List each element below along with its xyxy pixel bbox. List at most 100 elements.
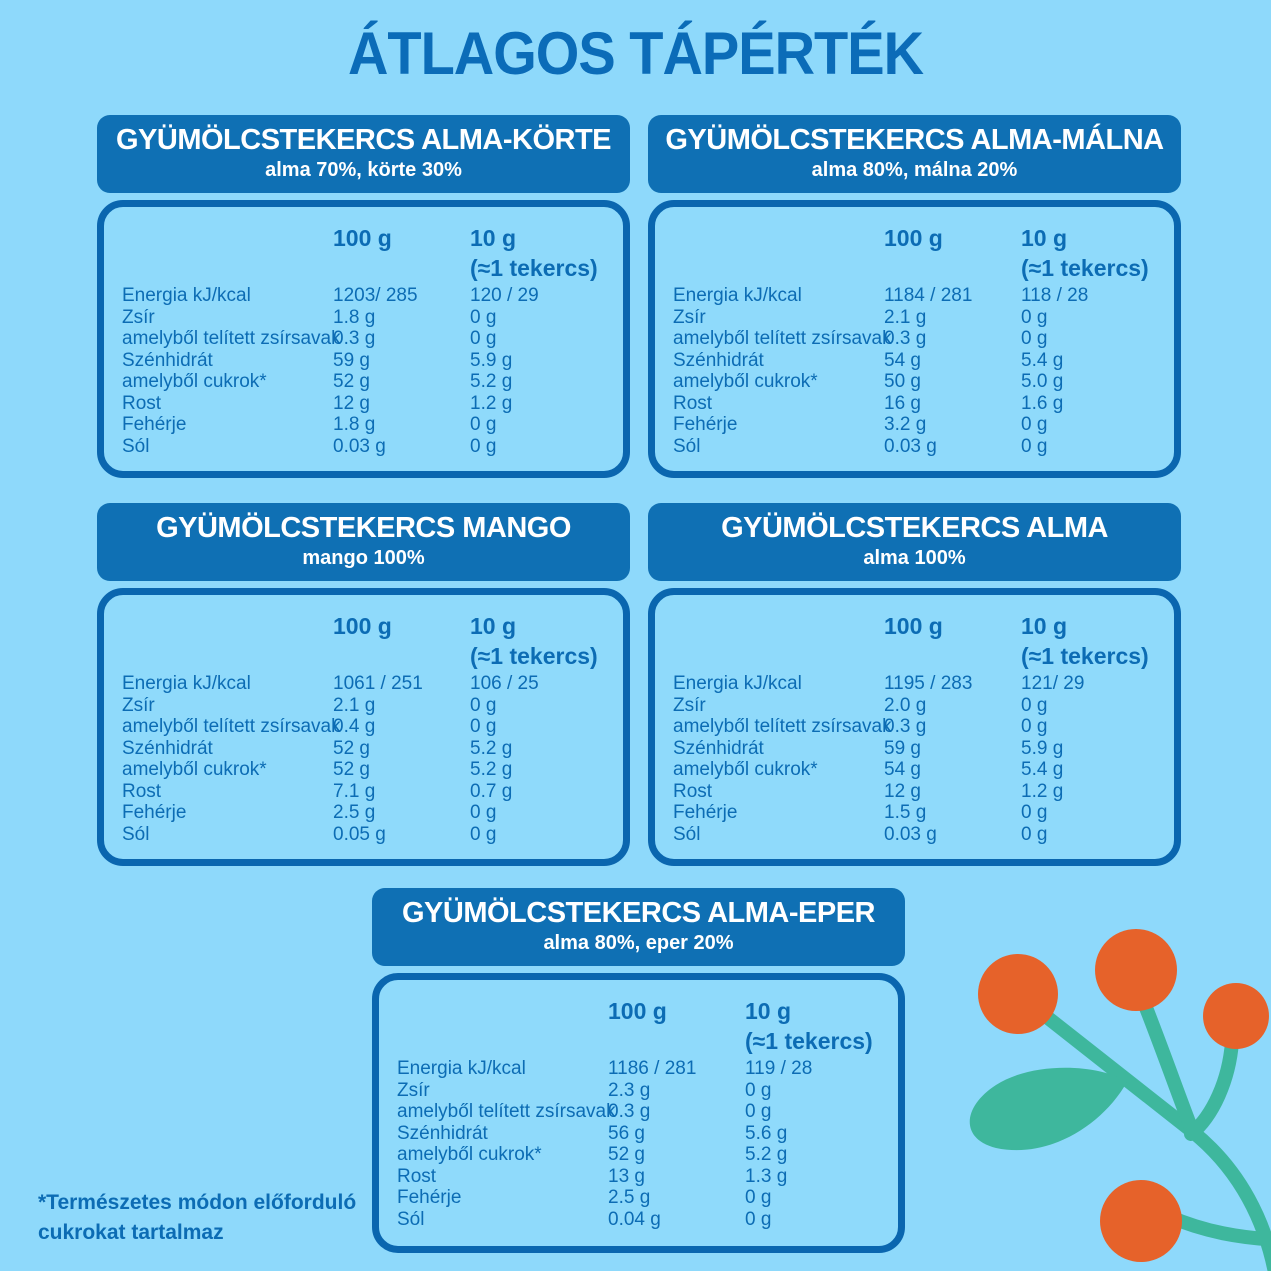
value-per-100g: 54 g [884, 759, 921, 780]
value-per-10g: 5.4 g [1021, 349, 1064, 371]
nutrient-label: Fehérje [122, 802, 187, 823]
value-per-10g: 0 g [470, 328, 497, 349]
value-per-10g: 106 / 25 [470, 673, 539, 694]
col-10g: 10 g (≈1 tekercs) [745, 998, 873, 1054]
product-name: GYÜMÖLCSTEKERCS ALMA-MÁLNA [665, 124, 1164, 156]
nutrition-row: Zsír 2.3 g 0 g [379, 1080, 898, 1102]
value-per-100g: 1195 / 283 [884, 673, 973, 694]
col-100g: 100 g [333, 225, 392, 251]
nutrition-row: Energia kJ/kcal 1203/ 285 120 / 29 [104, 285, 623, 307]
value-per-100g: 12 g [884, 780, 921, 802]
table-column-headers: 100 g 10 g (≈1 tekercs) [655, 223, 1174, 285]
nutrient-label: Zsír [673, 694, 706, 716]
nutrition-row: amelyből cukrok* 52 g 5.2 g [379, 1144, 898, 1166]
nutrition-row: Sól 0.03 g 0 g [104, 436, 623, 458]
value-per-100g: 0.3 g [608, 1101, 651, 1122]
product-name: GYÜMÖLCSTEKERCS ALMA-EPER [402, 897, 876, 929]
nutrition-row: amelyből telített zsírsavak 0.3 g 0 g [655, 716, 1174, 738]
value-per-10g: 1.3 g [745, 1165, 788, 1187]
value-per-10g: 118 / 28 [1021, 285, 1089, 306]
nutrient-label: Sól [397, 1208, 425, 1230]
value-per-100g: 0.03 g [333, 435, 386, 457]
nutrient-label: Sól [673, 435, 701, 457]
nutrition-row: Fehérje 2.5 g 0 g [379, 1187, 898, 1209]
nutrient-label: Zsír [122, 694, 155, 716]
value-per-10g: 5.6 g [745, 1122, 788, 1144]
nutrient-label: Energia kJ/kcal [122, 673, 251, 694]
value-per-100g: 7.1 g [333, 780, 376, 802]
nutrition-row: Fehérje 2.5 g 0 g [104, 802, 623, 824]
value-per-100g: 0.04 g [608, 1208, 661, 1230]
value-per-100g: 12 g [333, 392, 370, 414]
nutrient-label: Fehérje [122, 414, 187, 435]
nutrient-label: Szénhidrát [397, 1122, 488, 1144]
nutrition-row: Sól 0.05 g 0 g [104, 824, 623, 846]
col-10g: 10 g (≈1 tekercs) [470, 613, 598, 669]
col-10g: 10 g (≈1 tekercs) [470, 225, 598, 281]
nutrition-row: Rost 16 g 1.6 g [655, 393, 1174, 415]
nutrition-row: Rost 12 g 1.2 g [104, 393, 623, 415]
value-per-10g: 0 g [470, 306, 497, 328]
value-per-100g: 2.5 g [333, 802, 376, 823]
table-column-headers: 100 g 10 g (≈1 tekercs) [379, 996, 898, 1058]
value-per-10g: 0 g [470, 694, 497, 716]
nutrition-row: amelyből telített zsírsavak 0.4 g 0 g [104, 716, 623, 738]
nutrient-label: Rost [673, 392, 713, 414]
value-per-10g: 0 g [1021, 414, 1048, 435]
page-title: ÁTLAGOS TÁPÉRTÉK [347, 19, 924, 88]
berry-icon [978, 929, 1269, 1262]
nutrient-label: Energia kJ/kcal [673, 673, 802, 694]
value-per-10g: 0 g [1021, 435, 1048, 457]
nutrition-row: Sól 0.03 g 0 g [655, 824, 1174, 846]
nutrition-rows: Energia kJ/kcal 1186 / 281 119 / 28 Zsír 2.3… [379, 1058, 898, 1230]
nutrition-row: Zsír 2.1 g 0 g [104, 695, 623, 717]
value-per-10g: 121/ 29 [1021, 673, 1085, 694]
footnote-line2: cukrokat tartalmaz [38, 1221, 224, 1244]
value-per-10g: 5.9 g [470, 349, 513, 371]
nutrition-rows: Energia kJ/kcal 1061 / 251 106 / 25 Zsír 2.1… [104, 673, 623, 845]
nutrient-label: Rost [673, 780, 713, 802]
value-per-100g: 0.3 g [884, 328, 927, 349]
col-100g: 100 g [608, 998, 667, 1024]
nutrition-row: Szénhidrát 56 g 5.6 g [379, 1123, 898, 1145]
berry-branch-illustration [969, 929, 1271, 1271]
nutrition-rows: Energia kJ/kcal 1184 / 281 118 / 28 Zsír 2.1… [655, 285, 1174, 457]
nutrition-rows: Energia kJ/kcal 1203/ 285 120 / 29 Zsír 1.8 … [104, 285, 623, 457]
value-per-10g: 0 g [745, 1101, 772, 1122]
nutrient-label: Szénhidrát [673, 349, 764, 371]
value-per-100g: 52 g [608, 1144, 645, 1165]
nutrition-row: amelyből cukrok* 52 g 5.2 g [104, 371, 623, 393]
value-per-100g: 2.0 g [884, 694, 927, 716]
value-per-10g: 1.6 g [1021, 392, 1064, 414]
value-per-100g: 59 g [884, 737, 921, 759]
value-per-100g: 54 g [884, 349, 921, 371]
value-per-10g: 0 g [1021, 328, 1048, 349]
product-composition: alma 70%, körte 30% [265, 159, 462, 181]
nutrition-row: amelyből cukrok* 54 g 5.4 g [655, 759, 1174, 781]
nutrient-label: Rost [122, 780, 162, 802]
nutrient-label: amelyből telített zsírsavak [673, 328, 892, 349]
product-composition: alma 80%, eper 20% [543, 932, 734, 954]
value-per-100g: 59 g [333, 349, 370, 371]
value-per-100g: 52 g [333, 371, 370, 392]
value-per-10g: 5.4 g [1021, 759, 1064, 780]
value-per-100g: 0.3 g [333, 328, 376, 349]
value-per-100g: 0.03 g [884, 823, 937, 845]
nutrition-row: Energia kJ/kcal 1061 / 251 106 / 25 [104, 673, 623, 695]
value-per-100g: 1.8 g [333, 306, 376, 328]
nutrition-row: Zsír 2.1 g 0 g [655, 307, 1174, 329]
value-per-10g: 5.9 g [1021, 737, 1064, 759]
nutrient-label: Energia kJ/kcal [122, 285, 251, 306]
nutrition-row: Szénhidrát 59 g 5.9 g [104, 350, 623, 372]
nutrient-label: Fehérje [673, 414, 738, 435]
col-10g: 10 g (≈1 tekercs) [1021, 613, 1149, 669]
leaf-icon [969, 1067, 1127, 1151]
nutrient-label: Zsír [673, 306, 706, 328]
product-composition: alma 80%, málna 20% [811, 159, 1018, 181]
value-per-100g: 56 g [608, 1122, 645, 1144]
value-per-100g: 50 g [884, 371, 921, 392]
nutrition-table: 100 g 10 g (≈1 tekercs) Energia kJ/kcal 11… [648, 200, 1181, 478]
nutrient-label: Sól [122, 823, 150, 845]
nutrition-table: 100 g 10 g (≈1 tekercs) Energia kJ/kcal 12… [97, 200, 630, 478]
